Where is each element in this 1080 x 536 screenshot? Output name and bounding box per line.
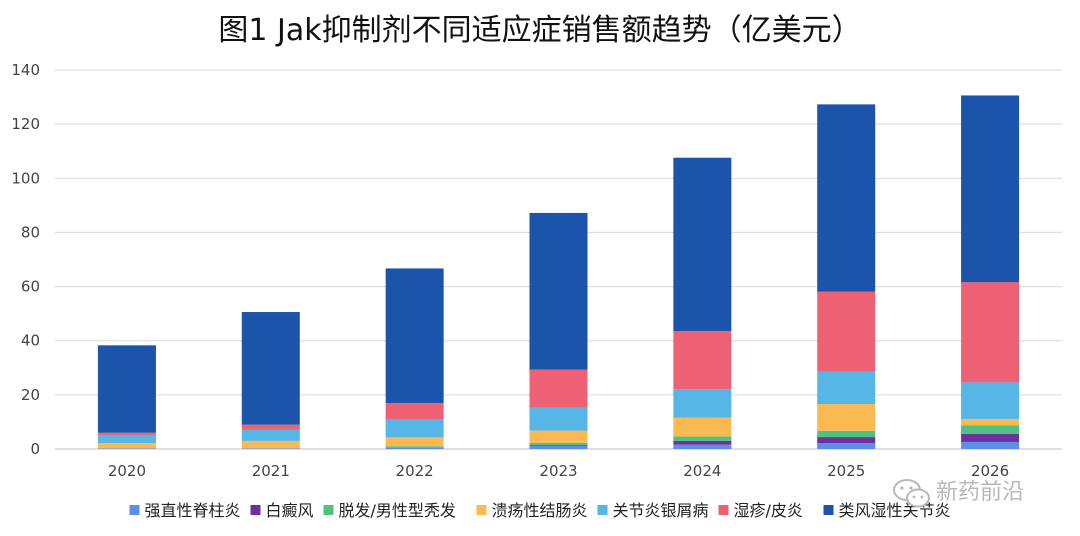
legend-swatch	[129, 505, 140, 515]
bar-segment	[529, 369, 588, 408]
wechat-icon	[893, 479, 930, 508]
bar-segment	[97, 345, 156, 433]
bar-segment	[97, 448, 156, 449]
bar-segment	[961, 382, 1020, 419]
bar-segment	[529, 430, 588, 443]
bar-segment	[961, 95, 1020, 283]
bar-segment	[385, 437, 444, 447]
legend-label: 白癜风	[266, 501, 314, 520]
legend-label: 类风湿性关节炎	[839, 501, 951, 520]
legend-label: 脱发/男性型秃发	[339, 501, 456, 520]
legend-swatch	[597, 505, 608, 515]
bar-segment	[385, 402, 444, 420]
bar-segment	[673, 436, 732, 441]
bar-segment	[97, 434, 156, 444]
x-tick-label: 2023	[539, 462, 577, 480]
x-tick-label: 2020	[108, 462, 146, 480]
bar-segment	[817, 371, 876, 405]
bar-segment	[673, 389, 732, 418]
bar-segment	[817, 404, 876, 431]
legend-label: 溃疡性结肠炎	[492, 501, 588, 520]
bar-segment	[961, 418, 1020, 426]
bar-segment	[817, 104, 876, 292]
y-tick-label: 60	[21, 278, 40, 296]
bar-segment	[817, 443, 876, 449]
axis: 0 20 40 60 80 100 120 140 2020 2021 2022 2023 2024 20…	[11, 61, 1009, 480]
bar-segment	[529, 444, 588, 446]
bars	[97, 95, 1020, 449]
legend: 强直性脊柱炎 白癜风 脱发/男性型秃发 溃疡性结肠炎 关节炎银屑病 湿疹/皮炎 类风湿性关节…	[129, 501, 951, 520]
y-tick-label: 80	[21, 223, 40, 241]
x-tick-label: 2022	[396, 462, 434, 480]
bar-segment	[385, 446, 444, 448]
y-tick-label: 0	[30, 440, 40, 458]
y-tick-label: 20	[21, 386, 40, 404]
bar-segment	[673, 157, 732, 331]
chart-title: 图1 Jak抑制剂不同适应症销售额趋势（亿美元）	[218, 13, 861, 48]
bar-segment	[817, 291, 876, 372]
legend-swatch	[476, 505, 487, 515]
bar-segment	[385, 268, 444, 403]
bar-segment	[817, 437, 876, 444]
y-tick-label: 140	[11, 61, 40, 79]
bar-segment	[241, 312, 300, 425]
bar-segment	[241, 429, 300, 441]
bar-segment	[961, 441, 1020, 449]
bar-segment	[961, 425, 1020, 434]
legend-label: 强直性脊柱炎	[145, 501, 241, 520]
bar-segment	[673, 330, 732, 390]
bar-segment	[961, 282, 1020, 383]
bar-segment	[385, 419, 444, 438]
legend-label: 关节炎银屑病	[613, 501, 709, 520]
legend-swatch	[718, 505, 729, 515]
bar-segment	[961, 433, 1020, 442]
bar-segment	[673, 417, 732, 437]
x-tick-label: 2024	[683, 462, 721, 480]
bar-segment	[529, 212, 588, 370]
x-tick-label: 2025	[827, 462, 865, 480]
bar-segment	[97, 432, 156, 435]
watermark: 新药前沿	[893, 479, 1024, 508]
bar-segment	[241, 424, 300, 430]
bar-segment	[385, 447, 444, 449]
bar-segment	[673, 444, 732, 449]
bar-segment	[241, 448, 300, 449]
x-tick-label: 2026	[971, 462, 1009, 480]
legend-swatch	[323, 505, 334, 515]
bar-segment	[817, 430, 876, 438]
bar-segment	[529, 445, 588, 449]
legend-swatch	[250, 505, 261, 515]
y-tick-label: 100	[11, 169, 40, 187]
y-tick-label: 40	[21, 332, 40, 350]
bar-segment	[241, 440, 300, 449]
bar-segment	[529, 407, 588, 431]
x-tick-label: 2021	[252, 462, 290, 480]
legend-label: 湿疹/皮炎	[734, 501, 803, 520]
watermark-text: 新药前沿	[936, 480, 1024, 505]
bar-segment	[673, 440, 732, 445]
bar-segment	[529, 442, 588, 445]
legend-swatch	[823, 505, 834, 515]
y-tick-label: 120	[11, 115, 40, 133]
bar-segment	[97, 443, 156, 449]
